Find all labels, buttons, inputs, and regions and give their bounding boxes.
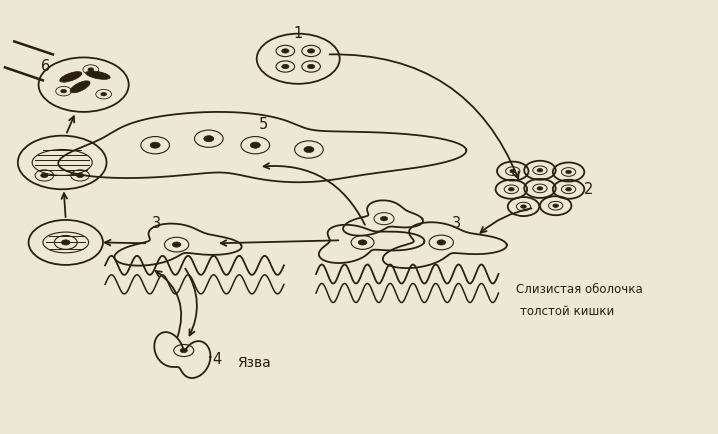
Circle shape [566,188,572,191]
Circle shape [537,187,543,191]
Circle shape [307,65,314,69]
Circle shape [304,147,314,153]
Circle shape [101,93,106,97]
Circle shape [77,174,83,178]
Circle shape [358,240,367,246]
Circle shape [150,143,160,149]
Text: 6: 6 [41,59,50,73]
Circle shape [510,170,516,174]
Circle shape [521,205,526,209]
Circle shape [281,49,289,54]
Circle shape [61,90,67,94]
Text: Язва: Язва [238,355,271,369]
Text: Слизистая оболочка: Слизистая оболочка [516,283,643,296]
Text: 3: 3 [452,216,461,231]
Circle shape [172,243,181,248]
Circle shape [62,240,70,246]
Text: толстой кишки: толстой кишки [520,304,614,317]
Ellipse shape [60,72,82,83]
Circle shape [508,188,514,191]
Circle shape [381,217,388,221]
Circle shape [566,171,572,174]
Circle shape [307,49,314,54]
Circle shape [537,169,543,173]
Circle shape [41,174,48,178]
Circle shape [180,349,187,353]
Circle shape [204,136,214,142]
Circle shape [553,204,559,208]
Text: 3: 3 [151,216,161,231]
Text: 2: 2 [584,181,594,196]
Text: 4: 4 [213,352,222,367]
Circle shape [251,143,261,149]
Circle shape [281,65,289,69]
Text: 1: 1 [293,26,302,41]
Text: 5: 5 [259,117,268,132]
Circle shape [437,240,446,246]
Circle shape [88,69,93,72]
Ellipse shape [85,72,110,80]
Ellipse shape [70,82,90,94]
